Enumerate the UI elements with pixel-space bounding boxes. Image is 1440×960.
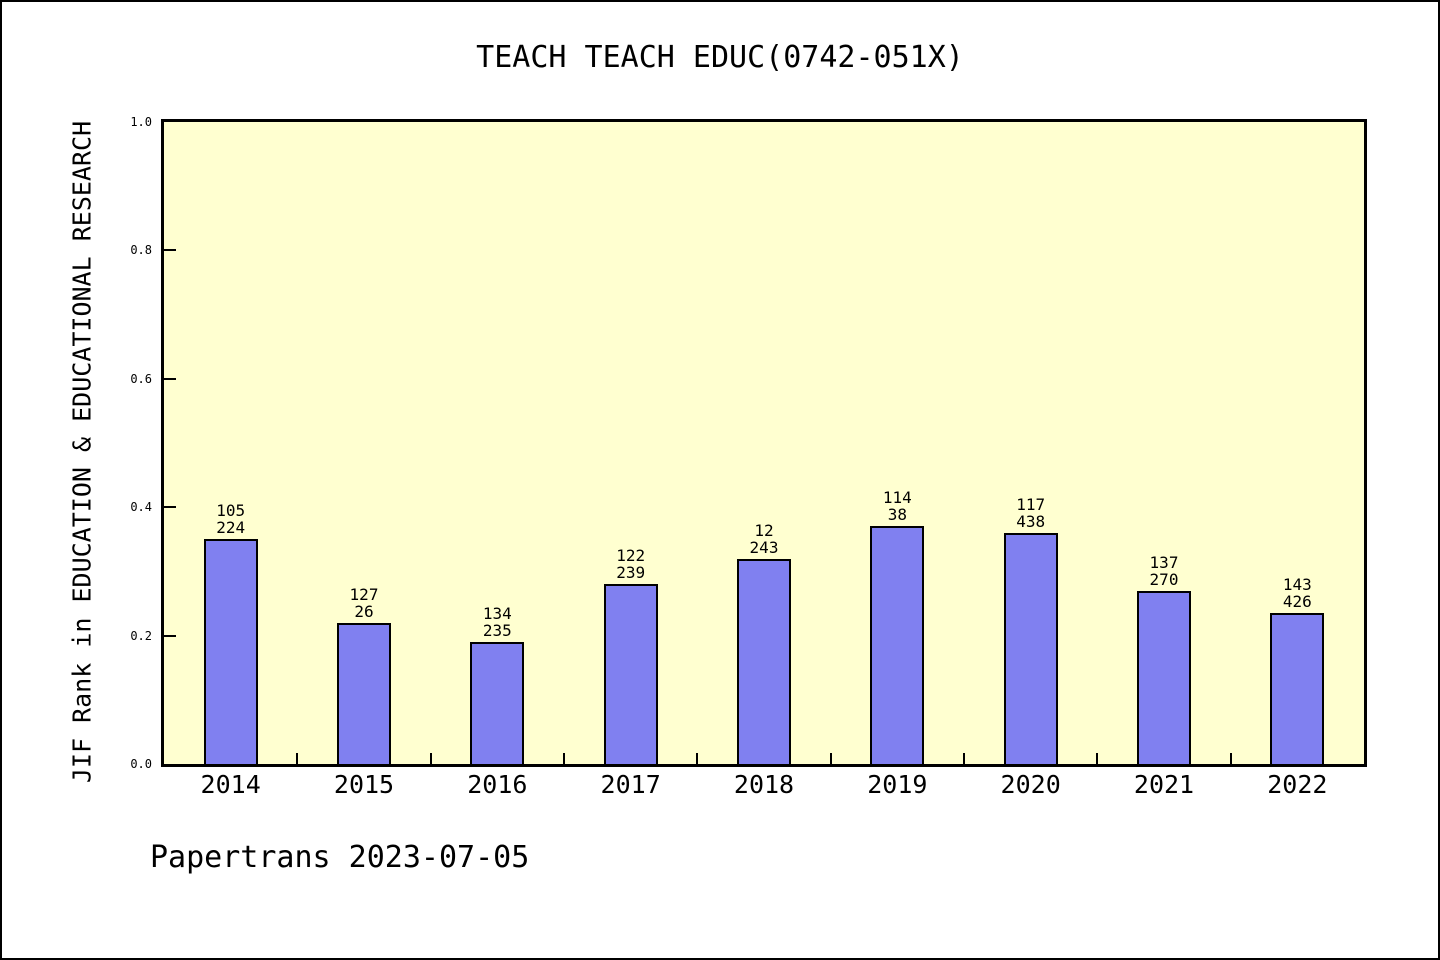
bar-2014 <box>203 539 258 764</box>
bar-2021 <box>1137 591 1191 764</box>
x-tick-label-2017: 2017 <box>600 770 661 799</box>
x-tick-mark <box>1096 753 1099 764</box>
bar-2018 <box>737 559 791 764</box>
bar-2016 <box>470 642 525 764</box>
y-tick-mark <box>164 249 176 252</box>
bar-value-label-2018: 12 243 <box>749 521 779 557</box>
bar-2015 <box>337 623 391 764</box>
bar-value-label-2022: 143 426 <box>1282 575 1312 611</box>
plot-area: 105 224 127 26 134 235 122 239 12 243 114 38 117 438 1… <box>161 119 1367 767</box>
y-tick-label-0.4: 0.4 <box>130 500 152 515</box>
x-tick-label-2014: 2014 <box>200 770 261 799</box>
x-tick-label-2018: 2018 <box>733 770 795 799</box>
x-tick-label-2020: 2020 <box>1000 770 1061 799</box>
x-tick-mark <box>1229 753 1232 764</box>
bar-2022 <box>1270 613 1325 764</box>
bar-value-label-2021: 137 270 <box>1149 553 1179 589</box>
x-tick-label-2021: 2021 <box>1133 770 1195 799</box>
bar-value-label-2016: 134 235 <box>482 604 512 640</box>
caption-text: Papertrans 2023-07-05 <box>150 840 530 875</box>
x-tick-mark <box>963 753 965 764</box>
y-axis-label: JIF Rank in EDUCATION & EDUCATIONAL RESE… <box>67 120 97 784</box>
y-tick-label-0.8: 0.8 <box>130 243 152 258</box>
chart-title: TEACH TEACH EDUC(0742-051X) <box>476 40 964 75</box>
x-tick-label-2016: 2016 <box>467 770 528 799</box>
x-tick-mark <box>429 753 432 764</box>
bar-value-label-2020: 117 438 <box>1016 495 1046 531</box>
y-tick-label-0.0: 0.0 <box>130 757 152 771</box>
bar-value-label-2019: 114 38 <box>882 488 912 524</box>
bar-value-label-2014: 105 224 <box>216 501 246 537</box>
x-tick-mark <box>829 753 832 764</box>
y-tick-mark <box>164 377 176 380</box>
x-tick-mark <box>696 753 699 764</box>
y-tick-label-0.2: 0.2 <box>130 628 152 643</box>
bar-value-label-2015: 127 26 <box>349 585 379 621</box>
bar-2020 <box>1003 533 1058 764</box>
x-tick-mark <box>296 753 299 764</box>
y-tick-mark <box>164 634 176 637</box>
x-tick-mark <box>563 753 565 764</box>
bar-2019 <box>870 526 925 764</box>
bar-value-label-2017: 122 239 <box>616 546 646 582</box>
y-tick-mark <box>164 506 176 509</box>
x-tick-label-2015: 2015 <box>333 770 395 799</box>
x-tick-label-2019: 2019 <box>867 770 928 799</box>
bar-2017 <box>603 584 658 764</box>
y-tick-label-1.0: 1.0 <box>130 115 152 129</box>
x-tick-label-2022: 2022 <box>1267 770 1328 799</box>
y-tick-label-0.6: 0.6 <box>130 371 152 386</box>
